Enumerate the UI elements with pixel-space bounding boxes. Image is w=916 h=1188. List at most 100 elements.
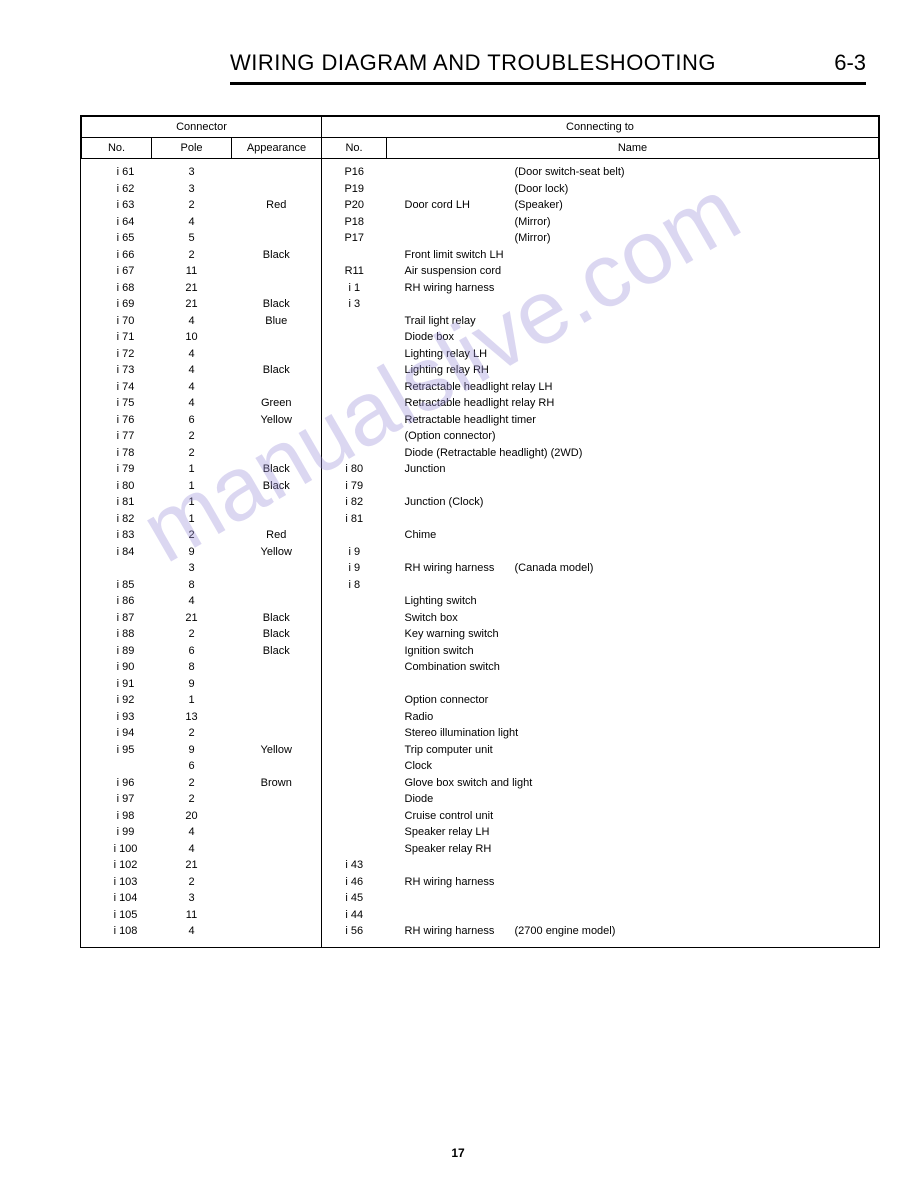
cell-name: Retractable headlight relay LH [387,379,879,396]
cell-no2: P20 [322,197,387,214]
cell-no2 [322,808,387,825]
cell-name: Clock [387,758,879,775]
cell-pole: 3 [152,181,232,198]
cell-no2 [322,758,387,775]
table-row: i 811i 82Junction (Clock) [82,494,879,511]
cell-appearance [232,791,322,808]
th-pole: Pole [152,138,232,159]
cell-no: i 99 [82,824,152,841]
cell-pole: 9 [152,676,232,693]
cell-name: (Mirror) [387,230,879,247]
cell-no2 [322,841,387,858]
cell-pole: 2 [152,527,232,544]
cell-pole: 6 [152,643,232,660]
cell-pole: 3 [152,890,232,907]
cell-pole: 8 [152,577,232,594]
cell-pole: 4 [152,379,232,396]
cell-no: i 65 [82,230,152,247]
cell-appearance [232,445,322,462]
cell-pole: 4 [152,395,232,412]
th-name: Name [387,138,879,159]
cell-no: i 103 [82,874,152,891]
cell-name: RH wiring harness(Canada model) [387,560,879,577]
cell-appearance: Yellow [232,412,322,429]
cell-pole: 2 [152,445,232,462]
cell-name: Combination switch [387,659,879,676]
cell-no: i 68 [82,280,152,297]
connector-table-wrap: Connector Connecting to No. Pole Appeara… [80,115,880,948]
cell-name: Trip computer unit [387,742,879,759]
table-row: i 644P18(Mirror) [82,214,879,231]
cell-no: i 90 [82,659,152,676]
cell-name: Speaker relay LH [387,824,879,841]
cell-appearance [232,890,322,907]
cell-no: i 76 [82,412,152,429]
th-connecting-group: Connecting to [322,117,879,138]
cell-no: i 75 [82,395,152,412]
cell-no: i 108 [82,923,152,947]
cell-name: Front limit switch LH [387,247,879,264]
table-row: i 6711R11Air suspension cord [82,263,879,280]
cell-no: i 105 [82,907,152,924]
cell-pole: 11 [152,907,232,924]
cell-no2 [322,593,387,610]
table-row: i 623P19(Door lock) [82,181,879,198]
cell-name: RH wiring harness(2700 engine model) [387,923,879,947]
cell-name: Air suspension cord [387,263,879,280]
cell-appearance [232,346,322,363]
table-row: i 919 [82,676,879,693]
page-header: WIRING DIAGRAM AND TROUBLESHOOTING 6-3 [230,50,866,85]
cell-appearance: Red [232,527,322,544]
cell-no: i 73 [82,362,152,379]
table-row: i 662BlackFront limit switch LH [82,247,879,264]
cell-no2: i 1 [322,280,387,297]
cell-no: i 62 [82,181,152,198]
table-row: i 766YellowRetractable headlight timer [82,412,879,429]
cell-name: Lighting switch [387,593,879,610]
cell-name: (Option connector) [387,428,879,445]
cell-appearance [232,214,322,231]
cell-no2 [322,610,387,627]
cell-appearance: Blue [232,313,322,330]
cell-no: i 81 [82,494,152,511]
cell-appearance [232,857,322,874]
cell-name: (Mirror) [387,214,879,231]
cell-no: i 80 [82,478,152,495]
cell-appearance [232,428,322,445]
cell-no: i 79 [82,461,152,478]
table-row: i 632RedP20Door cord LH(Speaker) [82,197,879,214]
cell-no: i 102 [82,857,152,874]
cell-appearance [232,874,322,891]
table-row: i 972Diode [82,791,879,808]
cell-no2 [322,742,387,759]
cell-no2 [322,775,387,792]
cell-no: i 97 [82,791,152,808]
table-row: i 832RedChime [82,527,879,544]
cell-no [82,560,152,577]
cell-name [387,511,879,528]
cell-appearance [232,808,322,825]
footer-pagenum: 17 [0,1146,916,1160]
cell-no: i 63 [82,197,152,214]
table-row: i 9820Cruise control unit [82,808,879,825]
table-row: i 962BrownGlove box switch and light [82,775,879,792]
cell-no2 [322,428,387,445]
cell-pole: 1 [152,511,232,528]
cell-no: i 92 [82,692,152,709]
table-row: i 6821i 1RH wiring harness [82,280,879,297]
table-row: i 791Blacki 80Junction [82,461,879,478]
cell-no2: R11 [322,263,387,280]
cell-name: (Door lock) [387,181,879,198]
cell-pole: 3 [152,159,232,181]
cell-no2: P18 [322,214,387,231]
cell-pole: 4 [152,362,232,379]
cell-pole: 3 [152,560,232,577]
cell-no2 [322,725,387,742]
cell-name [387,478,879,495]
cell-pole: 1 [152,461,232,478]
cell-no2 [322,329,387,346]
cell-name: Ignition switch [387,643,879,660]
cell-no2: i 43 [322,857,387,874]
cell-name: Diode box [387,329,879,346]
cell-name: Speaker relay RH [387,841,879,858]
